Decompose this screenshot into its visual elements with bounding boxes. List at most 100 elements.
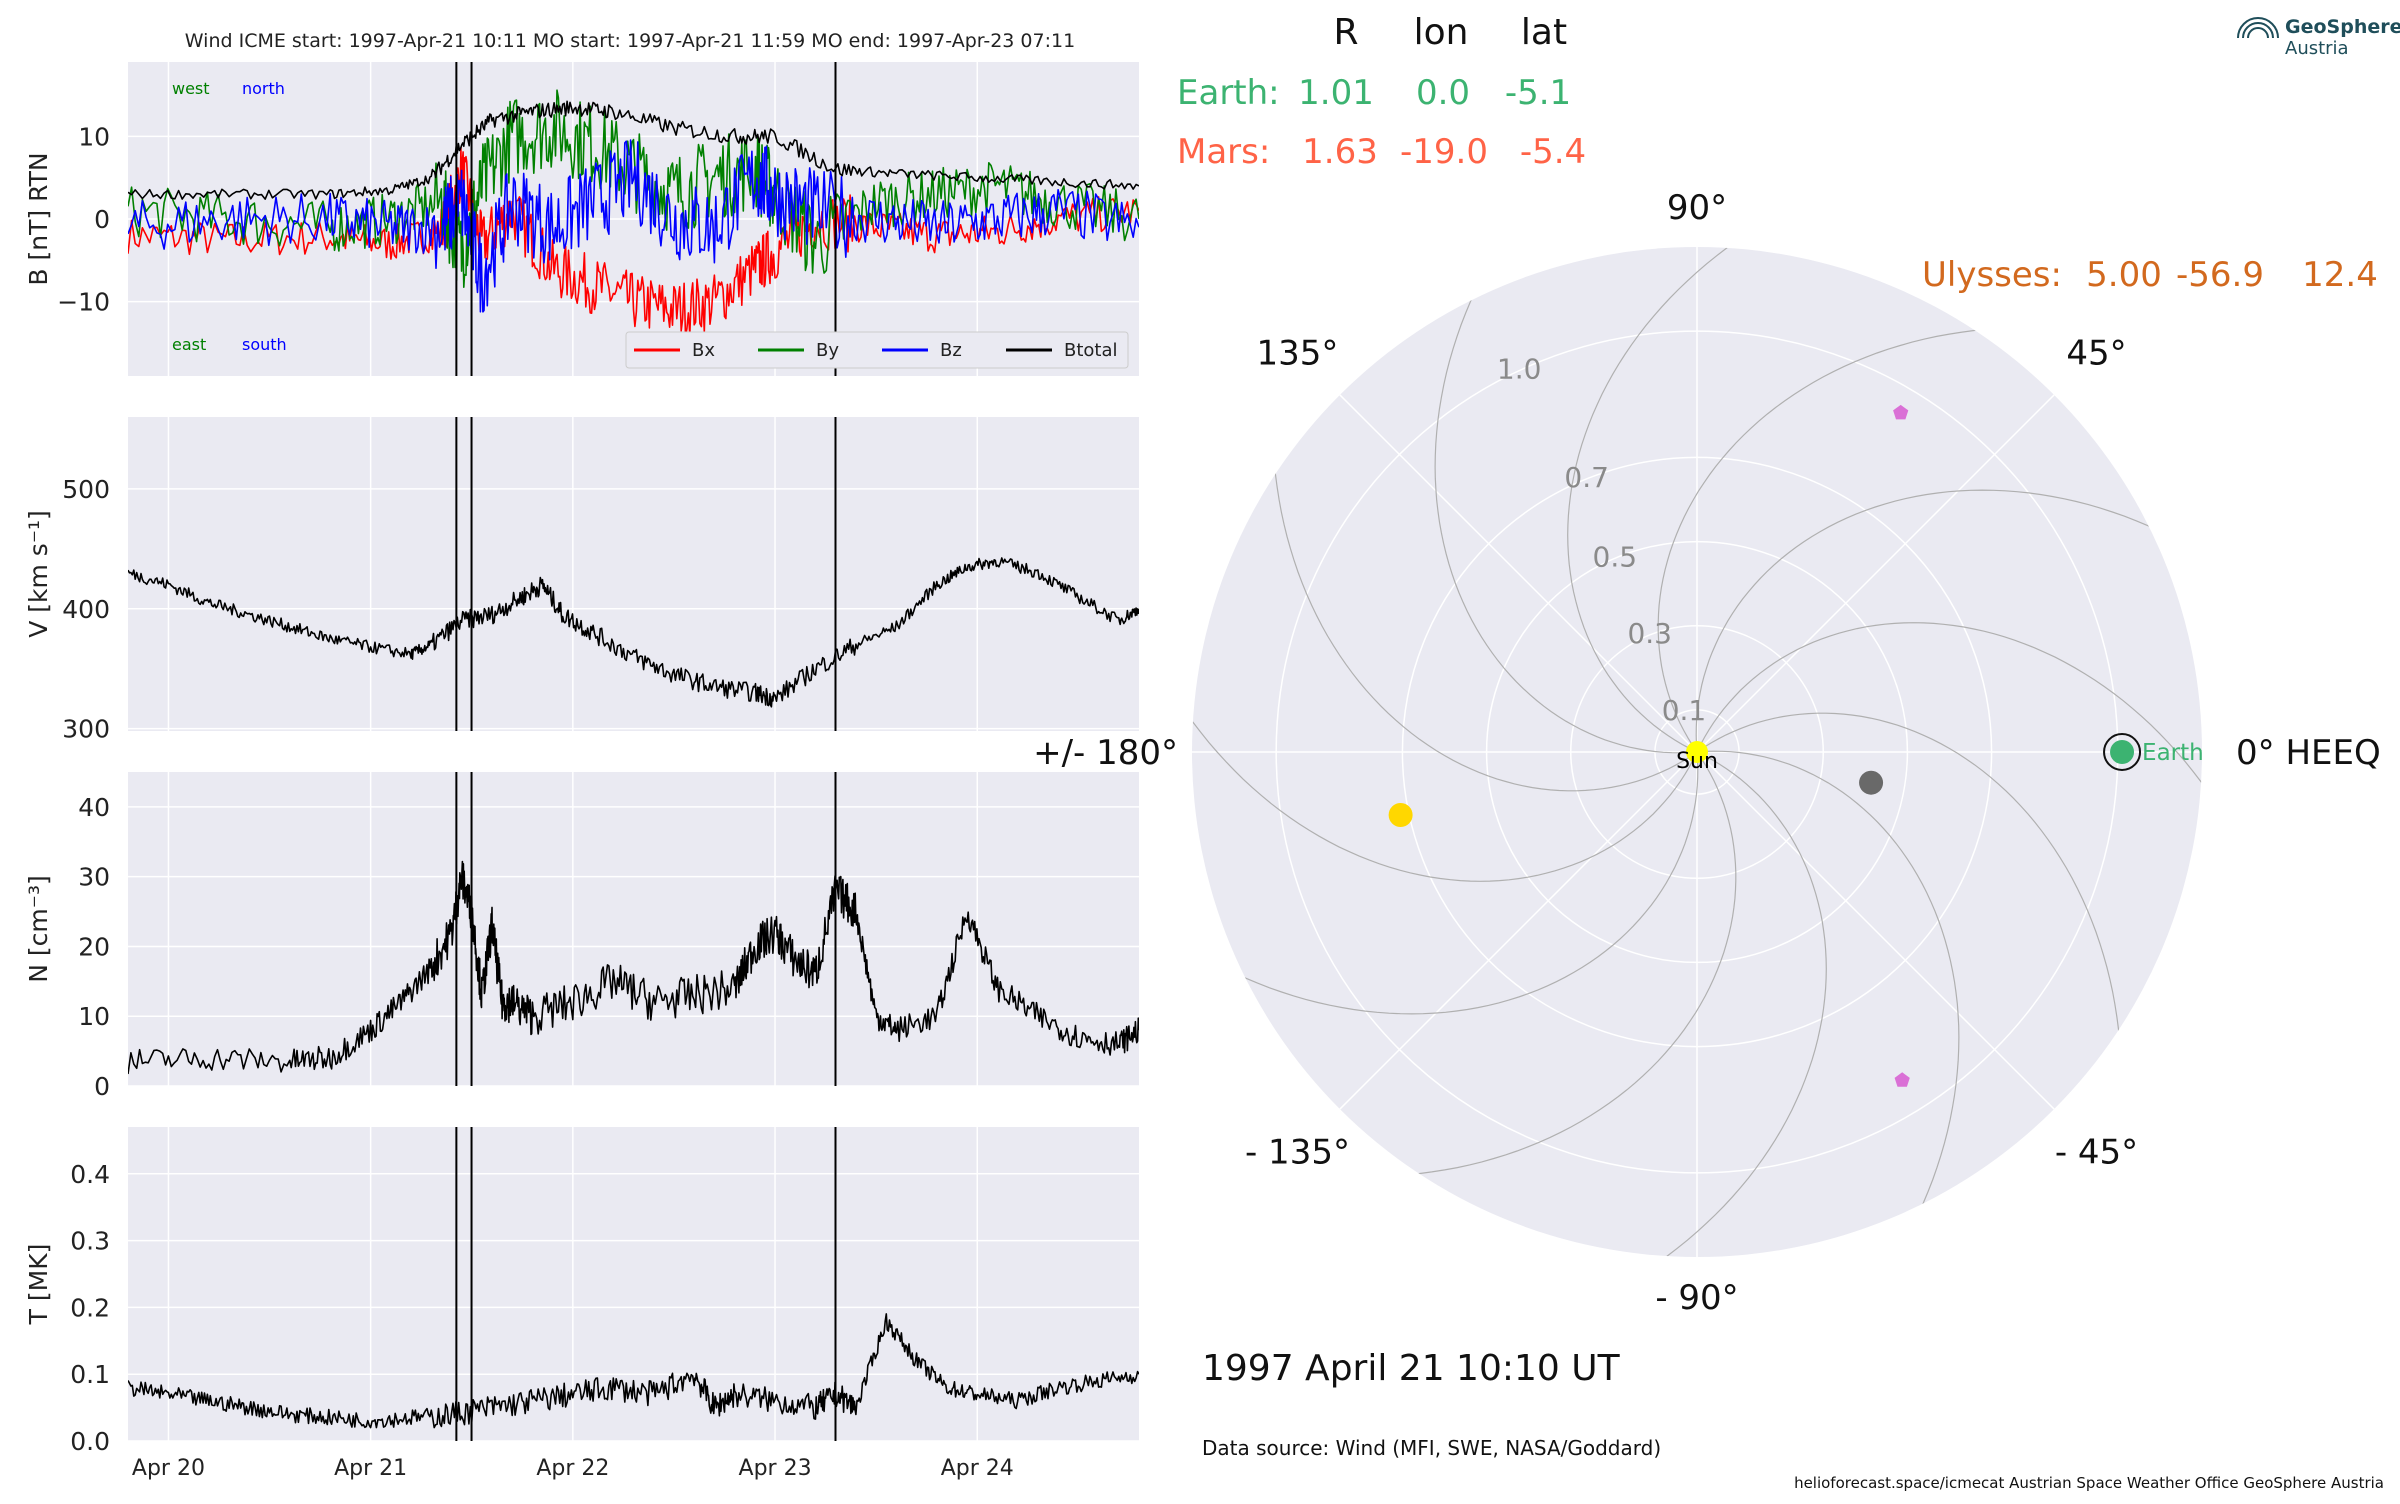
geosphere-logo-mark <box>2237 17 2279 39</box>
parker-spiral-0 <box>1705 750 1960 1228</box>
parker-spiral-4 <box>1657 327 2002 746</box>
polar-angle-label: 135° <box>1257 333 1339 373</box>
b-legend: Bx By Bz Btotal <box>625 331 1129 369</box>
n-ylabel: N [cm⁻³] <box>24 875 53 982</box>
legend-label-bz: Bz <box>940 340 962 361</box>
table-earth-lon: 0.0 <box>1416 73 1470 113</box>
t-ylabel: T [MK] <box>24 1244 53 1326</box>
figure-title: Wind ICME start: 1997-Apr-21 10:11 MO st… <box>185 30 1075 52</box>
position-table: R lon lat Earth: 1.01 0.0 -5.1 Mars: 1.6… <box>1177 12 2378 295</box>
stereo-b-marker <box>1894 1072 1910 1087</box>
geosphere-logo: GeoSphere Austria <box>2237 16 2400 59</box>
legend-label-btotal: Btotal <box>1064 340 1118 361</box>
v-series-v <box>128 557 1139 708</box>
legend-label-bx: Bx <box>692 340 715 361</box>
polar-angle-label: 0° HEEQ <box>2236 733 2381 773</box>
parker-spiral-10 <box>1392 758 1737 1177</box>
annotation-west: west <box>172 79 210 98</box>
polar-angle-grid <box>1339 751 1698 1110</box>
parker-spiral-3 <box>1695 489 2173 744</box>
xtick-label: Apr 23 <box>739 1456 812 1481</box>
b-ytick-label: 0 <box>94 205 110 234</box>
t-ytick-label: 0.3 <box>70 1227 110 1256</box>
venus-marker <box>1388 802 1413 827</box>
t-ytick-label: 0.0 <box>70 1427 110 1456</box>
v-ytick-label: 400 <box>62 595 110 624</box>
ulysses-lat: 12.4 <box>2302 255 2378 295</box>
earth-label: Earth <box>2142 740 2204 766</box>
polar-angle-label: - 45° <box>2055 1133 2138 1173</box>
v-ytick-label: 500 <box>62 475 110 504</box>
t-ytick-label: 0.2 <box>70 1293 110 1322</box>
n-ytick-label: 40 <box>78 793 110 822</box>
table-mars-lat: -5.4 <box>1520 132 1586 172</box>
earth-marker <box>2110 740 2135 764</box>
n-ytick-label: 10 <box>78 1002 110 1031</box>
xtick-label: Apr 24 <box>941 1456 1014 1481</box>
n-ytick-label: 30 <box>78 863 110 892</box>
t-ytick-label: 0.4 <box>70 1160 110 1189</box>
xtick-label: Apr 21 <box>334 1456 407 1481</box>
table-earth-lat: -5.1 <box>1505 73 1571 113</box>
polar-angle-grid <box>1696 751 2055 1110</box>
annotation-east: east <box>172 335 206 354</box>
table-header-lat: lat <box>1521 12 1567 53</box>
polar-angle-grid <box>1339 394 1698 753</box>
polar-angle-label: - 135° <box>1245 1133 1350 1173</box>
date-label: 1997 April 21 10:10 UT <box>1202 1348 1621 1389</box>
parker-spiral-1 <box>1703 712 2122 1057</box>
b-series-btotal <box>128 100 1139 200</box>
logo-arc-2 <box>2237 17 2279 39</box>
polar-rtick-label: 0.7 <box>1564 461 1609 494</box>
polar-rtick-label: 1.0 <box>1497 353 1542 386</box>
panel-speed: 300 400 500 V [km s⁻¹] <box>24 417 1139 744</box>
b-ytick-label: −10 <box>57 288 110 317</box>
v-axes-bg <box>128 417 1139 731</box>
n-series-n <box>128 860 1139 1075</box>
table-earth-name: Earth: <box>1177 73 1280 113</box>
t-series-t <box>128 1313 1139 1429</box>
b-ytick-label: 10 <box>78 122 110 151</box>
logo-line-2: Austria <box>2285 38 2349 59</box>
parker-spiral-2 <box>1700 622 2202 804</box>
sun-label: Sun <box>1676 749 1718 774</box>
panel-magnetic-field: −10 0 10 B [nT] RTN <box>24 62 1139 376</box>
polar-angle-grid <box>1696 394 2055 753</box>
polar-rtick-label: 0.5 <box>1593 540 1638 573</box>
b-series-bx <box>128 146 1139 338</box>
parker-spiral-5 <box>1567 247 1749 749</box>
n-series-group <box>128 860 1139 1075</box>
parker-spiral-6 <box>1434 276 1689 754</box>
polar-angle-label: - 90° <box>1655 1278 1738 1318</box>
n-axes-bg <box>128 772 1139 1086</box>
b-series-bz <box>128 139 1139 313</box>
data-source: Data source: Wind (MFI, SWE, NASA/Goddar… <box>1202 1436 1661 1460</box>
n-ytick-label: 0 <box>94 1072 110 1101</box>
stereo-a-marker <box>1893 404 1909 420</box>
xtick-label: Apr 20 <box>132 1456 205 1481</box>
table-mars-lon: -19.0 <box>1400 132 1488 172</box>
xtick-label: Apr 22 <box>536 1456 609 1481</box>
annotation-north: north <box>242 79 285 98</box>
mercury-marker <box>1859 770 1884 795</box>
ulysses-r: 5.00 <box>2086 255 2162 295</box>
parker-spiral-7 <box>1272 447 1691 792</box>
legend-frame <box>625 331 1129 369</box>
polar-angle-label: 45° <box>2066 333 2126 373</box>
v-series-group <box>128 557 1139 708</box>
legend-label-by: By <box>816 340 839 361</box>
polar-angle-label: +/- 180° <box>1033 733 1178 773</box>
sun-marker <box>1686 741 1708 763</box>
panel-temperature: 0.0 0.1 0.2 0.3 0.4 T [MK] Apr 20 Apr 21 Apr 22 A… <box>24 1127 1139 1481</box>
parker-spiral-8 <box>1192 700 1694 882</box>
b-ylabel: B [nT] RTN <box>24 152 53 285</box>
polar-rtick-label: 0.1 <box>1662 694 1707 727</box>
table-header-lon: lon <box>1414 12 1469 53</box>
polar-angle-label: 90° <box>1667 188 1727 228</box>
ulysses-lon: -56.9 <box>2176 255 2264 295</box>
table-mars-r: 1.63 <box>1302 132 1378 172</box>
b-series-group <box>128 89 1139 338</box>
t-ytick-label: 0.1 <box>70 1360 110 1389</box>
